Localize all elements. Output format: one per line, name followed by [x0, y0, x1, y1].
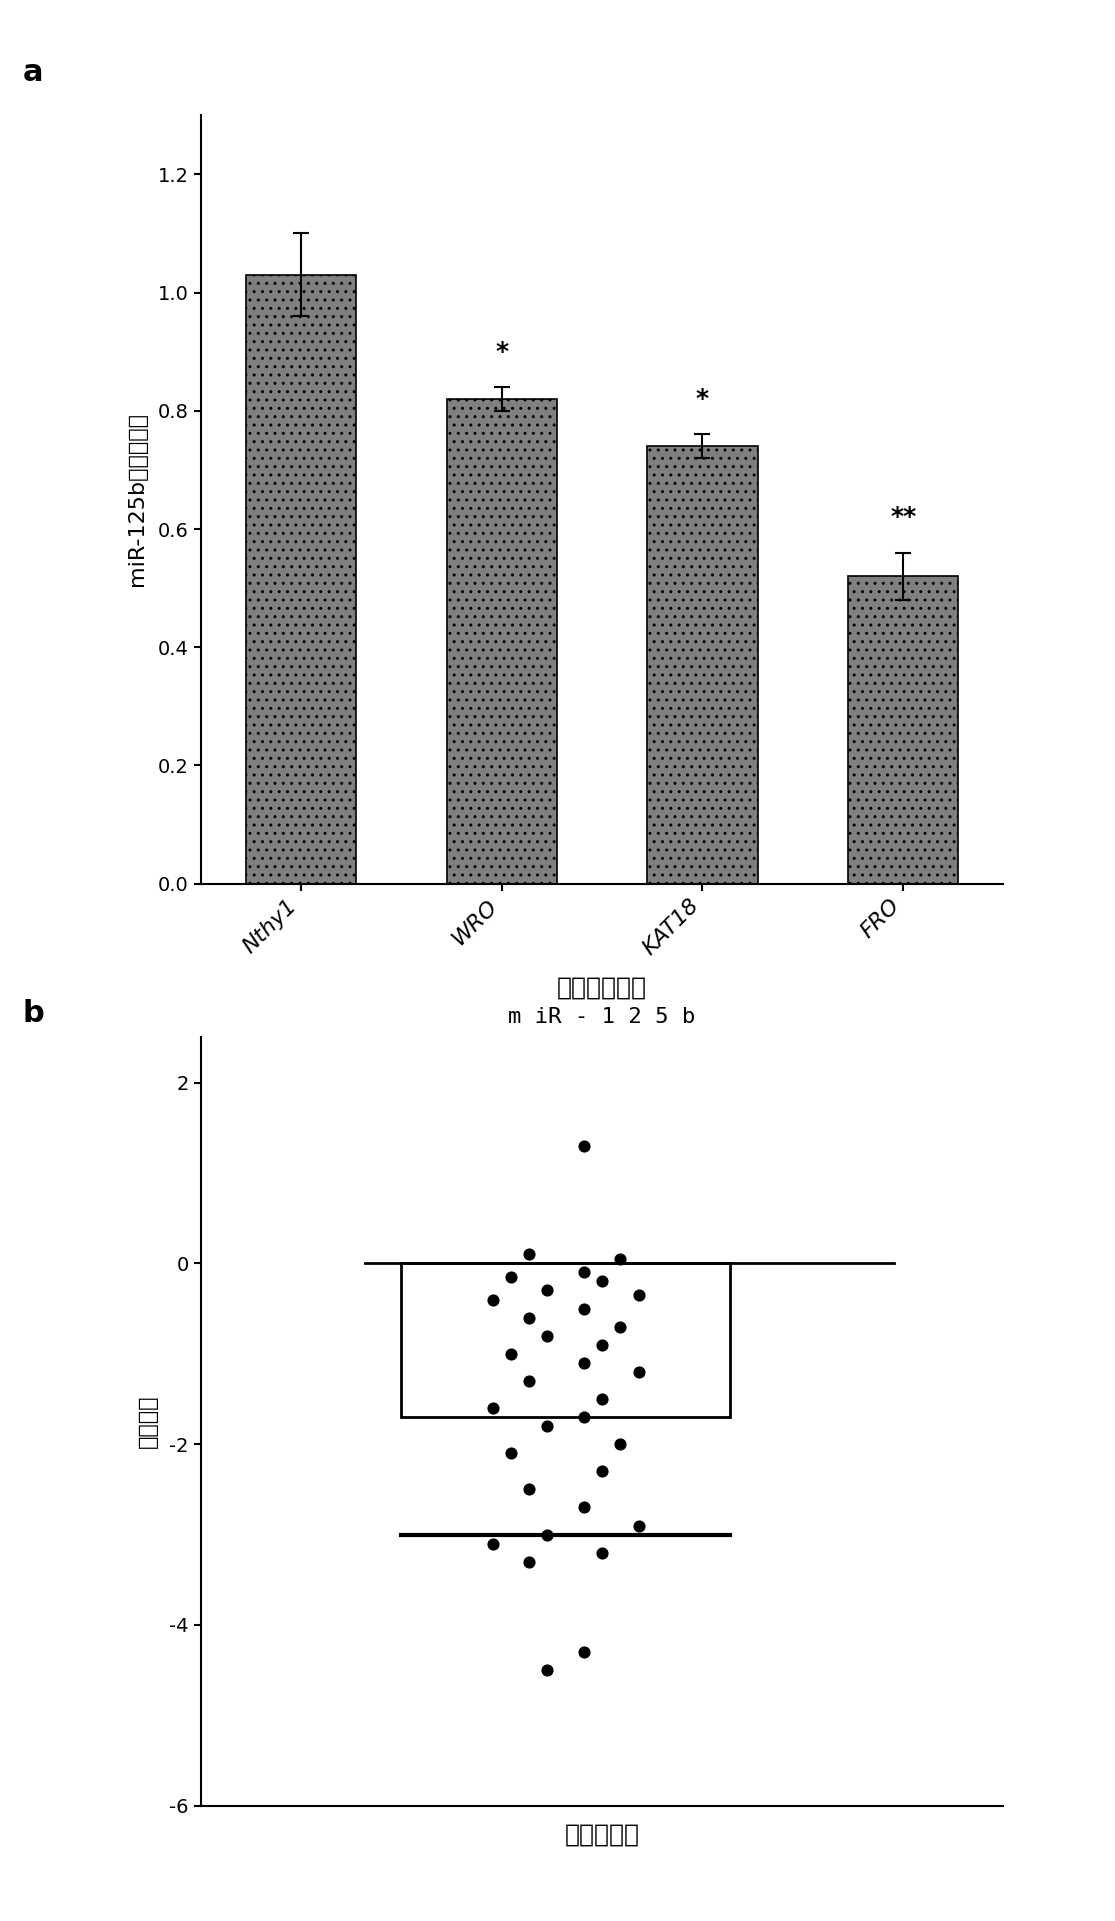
- Point: [575, 1256, 593, 1287]
- Point: [611, 1312, 629, 1343]
- Point: [593, 1537, 611, 1568]
- Point: [630, 1356, 648, 1387]
- Point: [575, 1493, 593, 1523]
- Point: [575, 1293, 593, 1324]
- Point: [575, 1347, 593, 1377]
- Point: [593, 1383, 611, 1414]
- Point: [593, 1266, 611, 1297]
- Title: m iR - 1 2 5 b: m iR - 1 2 5 b: [508, 1007, 696, 1028]
- Point: [575, 1402, 593, 1433]
- Text: *: *: [495, 340, 508, 363]
- Bar: [401, 1264, 730, 1418]
- Text: *: *: [696, 386, 709, 411]
- Y-axis label: 倍数变化: 倍数变化: [138, 1395, 158, 1448]
- Point: [521, 1473, 539, 1504]
- Bar: [647, 446, 758, 884]
- Bar: [847, 576, 958, 884]
- Point: [539, 1320, 556, 1350]
- Bar: [245, 275, 356, 884]
- Text: a: a: [22, 58, 42, 86]
- Bar: [446, 400, 556, 884]
- Text: **: **: [890, 505, 917, 528]
- Point: [539, 1520, 556, 1550]
- Text: b: b: [22, 999, 45, 1028]
- Point: [502, 1339, 520, 1370]
- Point: [484, 1529, 502, 1560]
- X-axis label: 甲状腔组织: 甲状腔组织: [564, 1823, 640, 1846]
- Point: [521, 1366, 539, 1397]
- Point: [502, 1437, 520, 1468]
- Point: [630, 1279, 648, 1310]
- Point: [484, 1283, 502, 1314]
- Point: [539, 1410, 556, 1441]
- Point: [539, 1654, 556, 1685]
- Point: [575, 1637, 593, 1667]
- Point: [593, 1456, 611, 1487]
- Point: [521, 1239, 539, 1270]
- Point: [630, 1510, 648, 1541]
- Point: [484, 1393, 502, 1423]
- Point: [521, 1302, 539, 1333]
- Point: [521, 1546, 539, 1577]
- Point: [575, 1130, 593, 1160]
- Point: [502, 1262, 520, 1293]
- Point: [593, 1329, 611, 1360]
- Point: [611, 1243, 629, 1274]
- Y-axis label: miR-125b相对表达量: miR-125b相对表达量: [127, 413, 147, 586]
- Point: [539, 1276, 556, 1306]
- Point: [611, 1429, 629, 1460]
- X-axis label: 甲状腔细胞系: 甲状腔细胞系: [558, 976, 647, 999]
